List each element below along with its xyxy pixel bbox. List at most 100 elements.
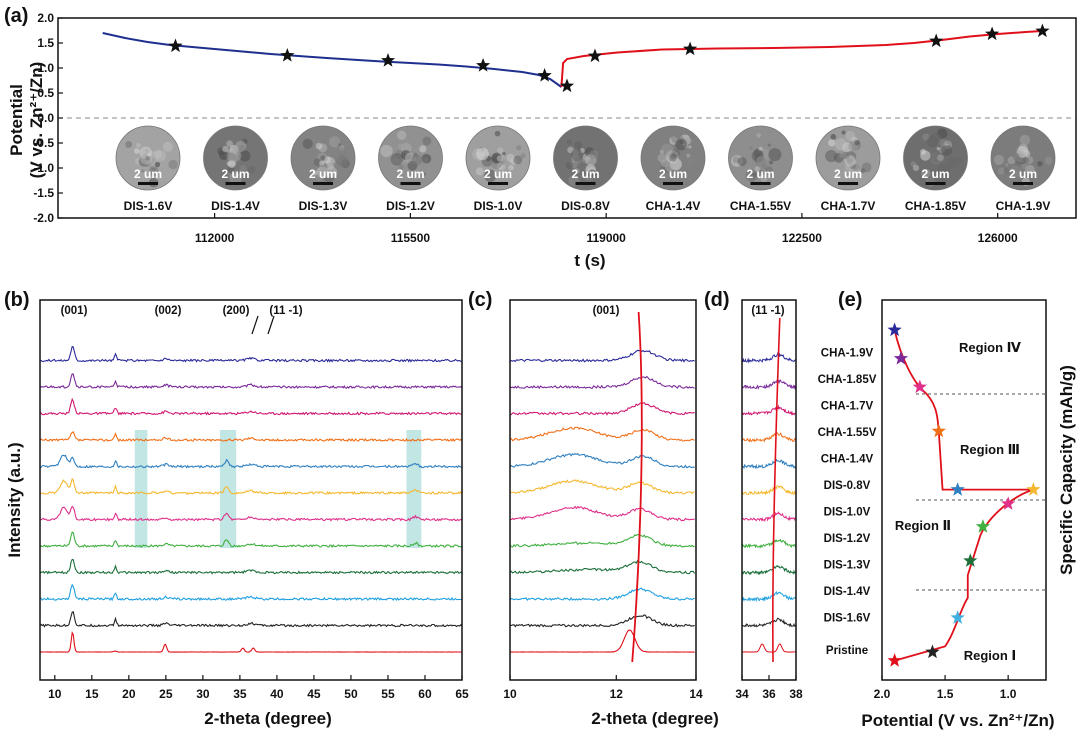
sem-texture: [302, 138, 313, 149]
sem-texture: [860, 168, 866, 173]
curve-star-marker: [682, 41, 698, 56]
b-peak-002: (002): [155, 305, 182, 317]
xrd-trace: [39, 477, 463, 496]
panel-a: 2.0 1.5 1.0 0.5 0.0 -0.5 -1.0 -1.5 -2.0 112000 115…: [33, 11, 1077, 245]
xrd-trace: [39, 373, 463, 390]
sem-texture: [390, 153, 404, 166]
sem-texture: [226, 152, 236, 162]
sem-texture: [168, 159, 178, 170]
xrd-trace: [741, 511, 797, 523]
sem-scale-bar: [313, 182, 333, 185]
b-xlabel: 2-theta (degree): [204, 709, 332, 728]
panel-label-b: (b): [4, 289, 30, 311]
sem-texture: [318, 166, 330, 178]
sem-texture: [315, 142, 323, 150]
sem-scale-text: 2 um: [834, 167, 862, 181]
sem-texture: [1044, 157, 1053, 165]
sem-texture: [496, 155, 503, 162]
sem-texture: [688, 145, 692, 149]
sem-texture: [227, 166, 235, 174]
sem-scale-bar: [1013, 182, 1033, 185]
sem-texture: [422, 136, 432, 146]
sem-texture: [649, 159, 653, 164]
b-peak-001: (001): [61, 305, 88, 317]
e-xlabel: Potential (V vs. Zn²⁺/Zn): [861, 711, 1054, 730]
c-xlabel: 2-theta (degree): [591, 709, 719, 728]
sem-image: 2 um: [378, 125, 443, 191]
xrd-trace: [509, 479, 695, 495]
xrd-trace: [40, 630, 462, 653]
sem-scale-text: 2 um: [484, 167, 512, 181]
sem-scale-bar: [488, 182, 508, 185]
a-xlabel: t (s): [574, 251, 605, 270]
sem-texture: [1016, 146, 1029, 158]
sem-texture: [516, 145, 522, 151]
b-xtick-label: 15: [85, 687, 99, 701]
sem-texture: [566, 139, 572, 145]
sem-texture: [1019, 134, 1031, 146]
sem-scale-text: 2 um: [746, 167, 774, 181]
sem-texture: [1037, 161, 1043, 167]
capacity-star: [925, 644, 940, 659]
region-4-label: Region Ⅳ: [959, 340, 1022, 355]
capacity-star: [912, 379, 927, 394]
capacity-star: [950, 610, 965, 624]
c-xtick-label: 10: [503, 687, 517, 701]
discharge-curve: [102, 32, 562, 88]
sem-texture: [520, 153, 526, 159]
b-frame: [39, 299, 463, 681]
sem-texture: [570, 148, 584, 162]
curve-star-marker: [476, 58, 491, 72]
row-label: DIS-1.3V: [824, 560, 871, 572]
xrd-trace: [741, 432, 797, 443]
sem-scale-text: 2 um: [659, 167, 687, 181]
sem-texture: [226, 140, 233, 147]
sem-texture: [665, 163, 674, 172]
xrd-trace: [39, 430, 463, 443]
sem-texture: [825, 150, 838, 163]
a-ytick-label: 2.0: [37, 11, 54, 25]
a-ytick-label: -0.5: [33, 136, 54, 150]
panel-label-c: (c): [468, 289, 492, 311]
sem-image: 2 um: [903, 125, 968, 191]
b-ylabel: Intensity (a.u.): [5, 442, 24, 557]
sem-scale-bar: [925, 182, 946, 185]
sem-texture: [235, 140, 247, 152]
b-xtick-label: 55: [381, 687, 395, 701]
sem-scale-text: 2 um: [921, 167, 949, 181]
sem-image: 2 um: [728, 125, 793, 191]
sem-texture: [574, 141, 583, 150]
xrd-trace: [741, 351, 797, 364]
sem-texture: [125, 141, 133, 148]
a-ytick-label: 0.0: [37, 111, 54, 125]
sem-texture: [660, 143, 674, 157]
b-xtick-label: 65: [455, 687, 469, 701]
sem-texture: [145, 155, 151, 161]
xrd-trace: [741, 617, 797, 628]
a-ylabel-1: Potential: [7, 84, 26, 156]
b-xtick-label: 35: [233, 687, 247, 701]
xrd-trace: [509, 402, 695, 416]
sem-texture: [931, 132, 942, 143]
capacity-curve: [893, 329, 1034, 662]
row-label: CHA-1.85V: [818, 374, 877, 386]
sem-texture: [148, 166, 159, 177]
sem-texture: [508, 165, 514, 171]
guide-line: [771, 317, 781, 663]
xrd-trace: [741, 404, 797, 416]
sem-texture: [675, 138, 688, 151]
c-xtick-label: 12: [610, 687, 624, 701]
sem-texture: [754, 166, 760, 172]
curve-star-marker: [537, 68, 552, 82]
sem-texture: [476, 147, 489, 161]
d-frame: [741, 299, 797, 681]
sem-texture: [768, 148, 782, 162]
sem-scale-bar: [575, 182, 596, 185]
sem-scale-bar: [663, 182, 683, 185]
sem-texture: [475, 167, 484, 176]
sem-texture: [828, 139, 836, 147]
e-frame: [881, 299, 1047, 681]
row-label: CHA-1.55V: [818, 427, 877, 439]
sem-texture: [313, 158, 322, 166]
curve-star-marker: [380, 53, 396, 67]
